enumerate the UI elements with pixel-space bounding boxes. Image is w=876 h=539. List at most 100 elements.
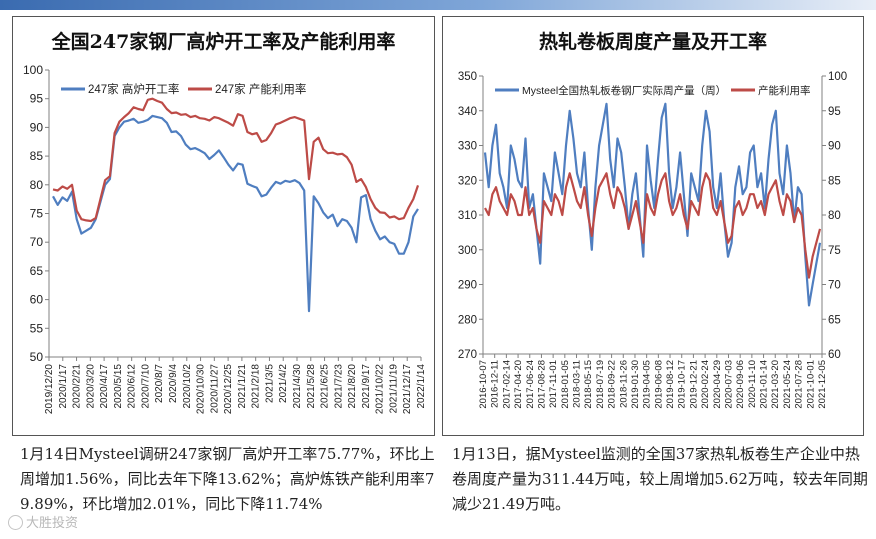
x-tick-label: 2021/8/20 xyxy=(347,364,358,409)
x-tick-label: 2021-01-14 xyxy=(759,360,770,409)
watermark: 大胜投资 xyxy=(8,512,78,531)
x-tick-label: 2019-12-21 xyxy=(688,360,699,409)
x-tick-label: 2016-12-11 xyxy=(490,360,501,408)
legend-label: 247家 产能利用率 xyxy=(215,82,306,96)
right-y-tick-label: 75 xyxy=(828,245,841,257)
x-tick-label: 2020/2/21 xyxy=(72,364,83,409)
y-tick-label: 65 xyxy=(30,264,44,278)
capacity-utilization-line xyxy=(484,172,822,279)
y-tick-label: 55 xyxy=(30,321,44,335)
left-y-tick-label: 320 xyxy=(458,175,477,187)
left-y-tick-label: 330 xyxy=(458,141,477,153)
x-tick-label: 2021/1/21 xyxy=(237,364,248,409)
x-tick-label: 2019/12/20 xyxy=(44,364,55,414)
x-tick-label: 2022/1/14 xyxy=(416,364,427,409)
x-tick-label: 2020/10/2 xyxy=(182,364,193,409)
x-tick-label: 2020/10/30 xyxy=(196,364,207,414)
x-tick-label: 2020/9/4 xyxy=(168,364,179,403)
x-tick-label: 2020-11-10 xyxy=(747,360,758,408)
left-y-tick-label: 310 xyxy=(458,210,477,222)
caption-right: 1月13日，据Mysteel监测的全国37家热轧板卷生产企业中热卷周度产量为31… xyxy=(452,445,868,513)
y-tick-label: 100 xyxy=(23,63,43,77)
x-tick-label: 2018-07-19 xyxy=(595,360,606,409)
x-tick-label: 2020/7/10 xyxy=(140,364,151,409)
x-tick-label: 2020/1/17 xyxy=(58,364,69,409)
x-tick-label: 2017-06-24 xyxy=(525,360,536,409)
x-tick-label: 2018-11-26 xyxy=(618,360,629,408)
x-tick-label: 2019-08-12 xyxy=(665,360,676,409)
watermark-logo-icon xyxy=(8,515,23,530)
x-tick-label: 2016-10-07 xyxy=(478,360,489,409)
x-tick-label: 2021/11/19 xyxy=(388,364,399,414)
x-tick-label: 2021-07-28 xyxy=(794,360,805,409)
left-y-tick-label: 350 xyxy=(458,71,477,83)
blast-furnace-chart-panel: 全国247家钢厂高炉开工率及产能利用率 50 55 60 65 70 75 80 85 90 95… xyxy=(12,16,435,436)
weekly-output-line xyxy=(483,102,822,307)
y-tick-label: 50 xyxy=(30,350,44,364)
x-tick-label: 2021/4/30 xyxy=(292,364,303,409)
right-y-tick-label: 60 xyxy=(828,349,841,361)
x-tick-label: 2019-01-30 xyxy=(630,360,641,409)
x-tick-label: 2021-12-05 xyxy=(817,360,828,409)
x-tick-label: 2021/7/23 xyxy=(333,364,344,409)
y-tick-label: 80 xyxy=(30,178,44,192)
x-tick-label: 2020/4/17 xyxy=(99,364,110,409)
right-y-tick-label: 80 xyxy=(828,210,841,222)
operating-rate-line xyxy=(52,114,419,313)
y-tick-label: 75 xyxy=(30,207,44,221)
legend-label: Mysteel全国热轧板卷钢厂实际周产量（周） xyxy=(522,84,726,97)
x-tick-label: 2020/5/15 xyxy=(113,364,124,409)
x-tick-label: 2018-01-05 xyxy=(560,360,571,409)
right-y-tick-label: 100 xyxy=(828,71,847,83)
x-tick-label: 2020-04-29 xyxy=(712,360,723,409)
y-tick-label: 90 xyxy=(30,120,44,134)
x-tick-label: 2017-08-28 xyxy=(536,360,547,409)
y-tick-label: 85 xyxy=(30,149,44,163)
blast-furnace-chart: 50 55 60 65 70 75 80 85 90 95 100 2019/12/20 2020/1/… xyxy=(23,63,427,414)
x-tick-label: 2019-06-08 xyxy=(653,360,664,409)
y-tick-label: 60 xyxy=(30,293,44,307)
x-tick-label: 2020/8/7 xyxy=(154,364,165,403)
right-y-tick-label: 70 xyxy=(828,280,841,292)
caption-left: 1月14日Mysteel调研247家钢厂高炉开工率75.77%，环比上周增加1.… xyxy=(20,445,435,513)
x-tick-label: 2017-11-01 xyxy=(548,360,559,408)
x-tick-label: 2019-10-17 xyxy=(677,360,688,409)
x-tick-label: 2021-10-01 xyxy=(805,360,816,409)
hot-rolled-chart: 270 280 290 300 310 320 330 340 350 60 65 70 75 80 85 9… xyxy=(458,71,847,409)
left-y-tick-label: 280 xyxy=(458,314,477,326)
x-tick-label: 2018-09-22 xyxy=(607,360,618,409)
legend-label: 产能利用率 xyxy=(758,84,811,97)
x-tick-label: 2021/3/5 xyxy=(264,364,275,403)
x-tick-label: 2020-02-24 xyxy=(700,360,711,409)
x-tick-label: 2020/11/27 xyxy=(209,364,220,414)
capacity-utilization-line xyxy=(52,97,420,223)
x-tick-label: 2018-05-15 xyxy=(583,360,594,409)
header-banner xyxy=(0,0,876,10)
watermark-text: 大胜投资 xyxy=(26,516,79,531)
x-tick-label: 2020/3/20 xyxy=(85,364,96,409)
y-tick-label: 70 xyxy=(30,235,44,249)
right-y-tick-label: 85 xyxy=(828,175,841,187)
x-tick-label: 2021/4/2 xyxy=(278,364,289,403)
x-tick-label: 2021/12/17 xyxy=(402,364,413,414)
x-tick-label: 2017-04-20 xyxy=(513,360,524,409)
left-y-tick-label: 340 xyxy=(458,106,477,118)
legend-label: 247家 高炉开工率 xyxy=(88,82,179,96)
x-tick-label: 2020/12/25 xyxy=(223,364,234,414)
x-tick-label: 2020-07-03 xyxy=(723,360,734,409)
left-y-tick-label: 270 xyxy=(458,349,477,361)
left-y-tick-label: 300 xyxy=(458,245,477,257)
x-tick-label: 2020-09-06 xyxy=(735,360,746,409)
chart-title-left: 全国247家钢厂高炉开工率及产能利用率 xyxy=(51,31,396,53)
x-tick-label: 2021/10/22 xyxy=(375,364,386,414)
right-y-tick-label: 65 xyxy=(828,314,841,326)
chart-title-right: 热轧卷板周度产量及开工率 xyxy=(538,31,767,53)
x-tick-label: 2020/6/12 xyxy=(127,364,138,409)
x-tick-label: 2021/9/17 xyxy=(361,364,372,409)
right-y-tick-label: 95 xyxy=(828,106,841,118)
x-tick-label: 2021/2/18 xyxy=(251,364,262,409)
right-y-tick-label: 90 xyxy=(828,141,841,153)
x-tick-label: 2021-05-24 xyxy=(782,360,793,409)
hot-rolled-chart-panel: 热轧卷板周度产量及开工率 270 280 290 300 310 320 330 340 350… xyxy=(442,16,864,436)
x-tick-label: 2018-03-11 xyxy=(572,360,583,408)
